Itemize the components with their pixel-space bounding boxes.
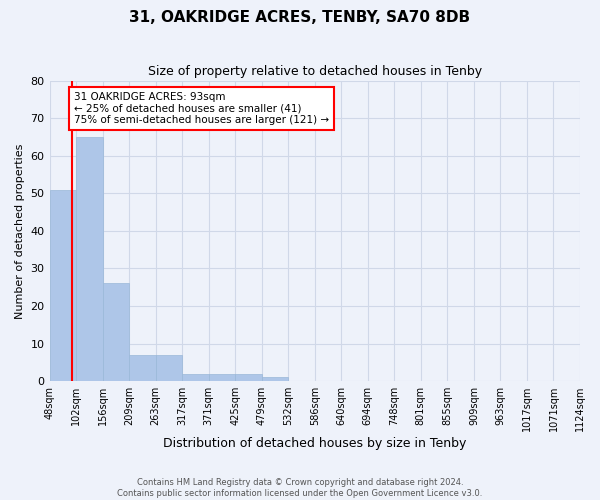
- Title: Size of property relative to detached houses in Tenby: Size of property relative to detached ho…: [148, 65, 482, 78]
- Bar: [155, 355, 182, 381]
- X-axis label: Distribution of detached houses by size in Tenby: Distribution of detached houses by size …: [163, 437, 466, 450]
- Text: 31 OAKRIDGE ACRES: 93sqm
← 25% of detached houses are smaller (41)
75% of semi-d: 31 OAKRIDGE ACRES: 93sqm ← 25% of detach…: [74, 92, 329, 125]
- Y-axis label: Number of detached properties: Number of detached properties: [15, 143, 25, 318]
- Text: Contains HM Land Registry data © Crown copyright and database right 2024.
Contai: Contains HM Land Registry data © Crown c…: [118, 478, 482, 498]
- Bar: [235, 374, 262, 381]
- Bar: [209, 374, 235, 381]
- Bar: [76, 137, 103, 381]
- Text: 31, OAKRIDGE ACRES, TENBY, SA70 8DB: 31, OAKRIDGE ACRES, TENBY, SA70 8DB: [130, 10, 470, 25]
- Bar: [50, 190, 76, 381]
- Bar: [262, 378, 288, 381]
- Bar: [103, 284, 129, 381]
- Bar: [129, 355, 155, 381]
- Bar: [182, 374, 209, 381]
